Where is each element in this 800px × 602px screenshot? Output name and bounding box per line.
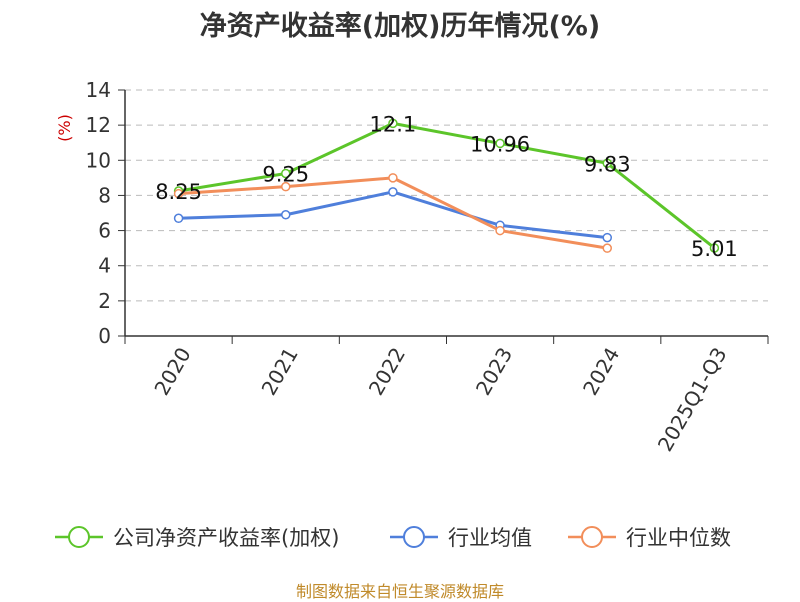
data-label-2022: 12.1: [370, 112, 417, 136]
grid-lines: [125, 89, 768, 302]
series-2-point-2024: [602, 243, 612, 253]
data-label-2020: 8.25: [155, 180, 202, 204]
legend-marker-0: [68, 526, 90, 548]
series-0-point-2024: [602, 158, 612, 169]
series-1-point-2022: [388, 187, 398, 197]
series-line-0: [178, 121, 716, 250]
y-tick-label-14: 14: [86, 78, 111, 102]
series-2-point-2023: [495, 225, 505, 236]
data-label-2024: 9.83: [584, 152, 631, 176]
series-0-point-2022: [388, 118, 398, 129]
y-tick-label-10: 10: [86, 148, 111, 172]
data-labels: 8.25 9.25 12.1 10.96 9.83 5.01: [155, 112, 738, 261]
y-tick-label-6: 6: [98, 219, 111, 243]
x-tick-label-2023: 2023: [471, 343, 517, 399]
series-1-point-2020: [173, 213, 184, 224]
y-axis-unit-label: (%): [55, 114, 74, 142]
series-1-point-2024: [602, 232, 612, 243]
legend-label-1: 行业均值: [448, 526, 532, 550]
series-lines: [173, 118, 720, 253]
x-tick-label-2024: 2024: [578, 343, 624, 399]
series-2-point-2022: [388, 173, 398, 183]
legend-label-0: 公司净资产收益率(加权): [113, 526, 339, 550]
series-2-point-2020: [173, 188, 184, 199]
x-tick-label-2020: 2020: [149, 343, 195, 399]
y-tick-label-12: 12: [86, 113, 111, 137]
y-tick-label-8: 8: [98, 183, 111, 207]
data-label-2023: 10.96: [470, 132, 530, 156]
legend-marker-1: [403, 526, 425, 548]
y-tick-label-0: 0: [98, 324, 111, 348]
x-tick-label-2021: 2021: [257, 343, 303, 399]
x-tick-label-2022: 2022: [364, 343, 410, 399]
series-0-point-2023: [495, 138, 505, 149]
data-label-2025Q1-Q3: 5.01: [691, 237, 738, 261]
legend: 公司净资产收益率(加权) 行业均值 行业中位数: [55, 526, 731, 550]
legend-label-2: 行业中位数: [626, 526, 731, 550]
source-note: 制图数据来自恒生聚源数据库: [295, 582, 504, 601]
legend-marker-2: [581, 526, 603, 548]
data-label-2021: 9.25: [262, 162, 309, 186]
series-2-point-2021: [281, 181, 291, 192]
x-tick-label-2025Q1-Q3: 2025Q1-Q3: [653, 343, 732, 455]
series-1-point-2021: [281, 210, 291, 220]
chart-title: 净资产收益率(加权)历年情况(%): [199, 11, 601, 42]
y-tick-label-4: 4: [98, 254, 111, 278]
series-0-point-2025Q1-Q3: [709, 243, 720, 253]
series-0-point-2021: [281, 168, 291, 179]
y-tick-label-2: 2: [98, 289, 111, 313]
